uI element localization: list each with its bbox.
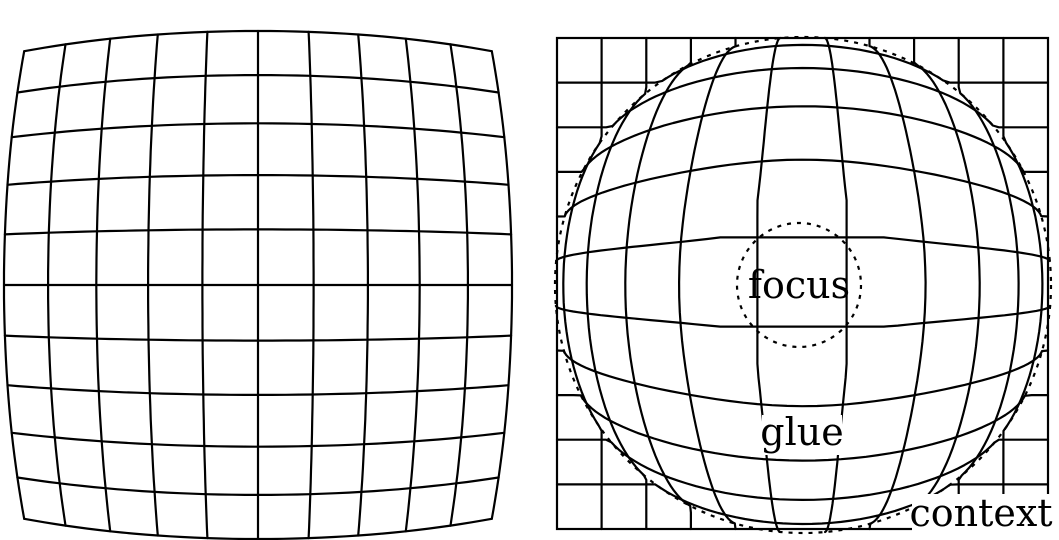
fisheye-vertical-line: [449, 43, 469, 527]
fisheye-vertical-line: [490, 50, 514, 520]
fisheye-vertical-line: [404, 37, 421, 533]
context-boundary-circle: [553, 35, 1053, 535]
fisheye-vertical-line: [307, 30, 315, 540]
warped-horizontal-line: [555, 236, 1051, 263]
warped-horizontal-line: [555, 349, 1050, 408]
warped-horizontal-line: [555, 105, 1050, 173]
fisheye-horizontal-line: [6, 384, 510, 396]
context-frame: [555, 36, 1050, 531]
warped-grid-lines: [554, 36, 1052, 534]
warped-vertical-line: [624, 36, 692, 531]
warped-vertical-line: [678, 36, 737, 531]
warped-vertical-line: [562, 36, 603, 531]
focus-glue-context-grid: focus glue context: [553, 35, 1053, 535]
fisheye-horizontal-line: [3, 334, 513, 342]
glue-label-background: [762, 415, 842, 455]
fisheye-horizontal-line: [16, 476, 500, 496]
warped-horizontal-line: [555, 66, 1050, 129]
warped-vertical-line: [913, 36, 981, 531]
warped-horizontal-line: [555, 43, 1050, 84]
fisheye-horizontal-line: [10, 431, 506, 448]
fisheye-vertical-line: [357, 33, 369, 537]
context-label: context: [909, 491, 1052, 535]
warped-horizontal-line: [555, 438, 1050, 501]
warped-vertical-line: [823, 36, 848, 534]
warped-vertical-line: [868, 36, 927, 531]
warped-vertical-line: [585, 36, 648, 531]
warped-horizontal-line: [555, 158, 1050, 218]
warped-horizontal-line: [555, 394, 1050, 462]
focus-boundary-circle: [735, 221, 863, 349]
fisheye-horizontal-line: [23, 517, 493, 540]
warped-vertical-line: [756, 36, 782, 533]
fisheye-grid: [2, 29, 514, 540]
warped-vertical-line: [957, 36, 1020, 531]
context-label-background: [912, 494, 1050, 534]
warped-vertical-line: [1002, 36, 1044, 531]
warped-horizontal-line: [554, 304, 1052, 328]
glue-label: glue: [760, 410, 843, 454]
warped-horizontal-line: [555, 483, 1050, 526]
focus-label: focus: [748, 263, 850, 307]
